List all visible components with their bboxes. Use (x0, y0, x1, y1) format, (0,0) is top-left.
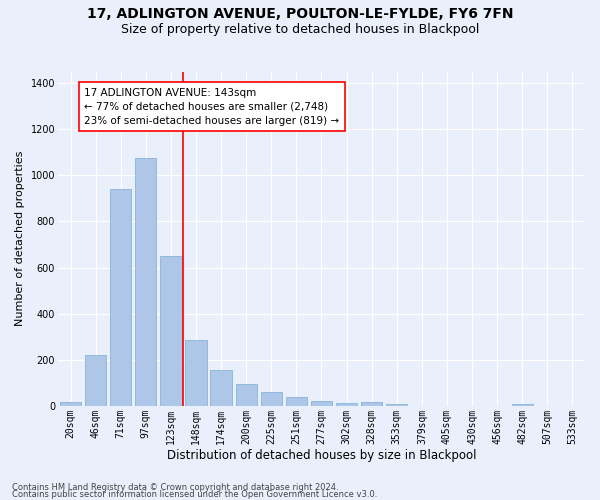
Bar (361, 402, 382, 406)
Bar (60, 402, 81, 406)
Bar (85, 355, 106, 406)
Bar (311, 401, 332, 406)
Bar (512, 404, 533, 406)
Bar (336, 403, 357, 406)
Text: 17 ADLINGTON AVENUE: 143sqm
← 77% of detached houses are smaller (2,748)
23% of : 17 ADLINGTON AVENUE: 143sqm ← 77% of det… (85, 88, 340, 126)
Bar (386, 404, 407, 406)
Bar (260, 392, 282, 406)
Bar (185, 340, 206, 406)
Bar (286, 397, 307, 406)
Text: 17, ADLINGTON AVENUE, POULTON-LE-FYLDE, FY6 7FN: 17, ADLINGTON AVENUE, POULTON-LE-FYLDE, … (87, 8, 513, 22)
X-axis label: Distribution of detached houses by size in Blackpool: Distribution of detached houses by size … (167, 450, 476, 462)
Text: Size of property relative to detached houses in Blackpool: Size of property relative to detached ho… (121, 22, 479, 36)
Text: Contains public sector information licensed under the Open Government Licence v3: Contains public sector information licen… (12, 490, 377, 499)
Bar (236, 384, 257, 406)
Y-axis label: Number of detached properties: Number of detached properties (15, 151, 25, 326)
Bar (135, 158, 157, 406)
Text: Contains HM Land Registry data © Crown copyright and database right 2024.: Contains HM Land Registry data © Crown c… (12, 484, 338, 492)
Bar (160, 256, 182, 406)
Bar (211, 370, 232, 406)
Bar (110, 189, 131, 406)
